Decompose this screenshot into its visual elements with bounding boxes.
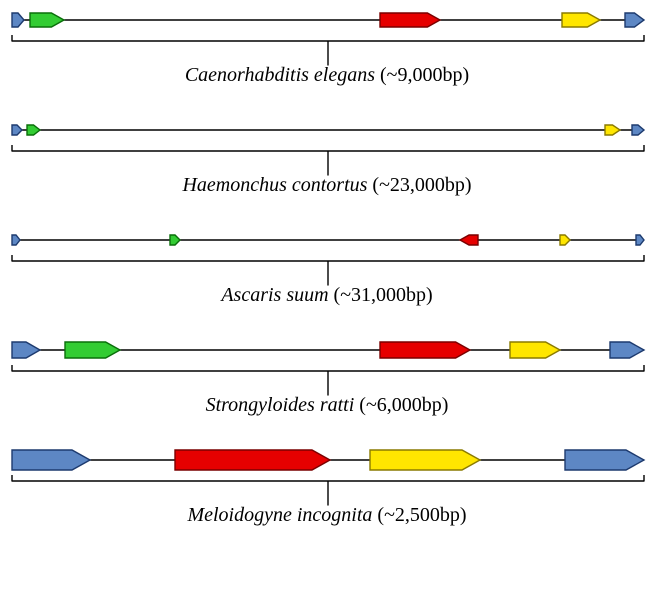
gene-arrow-asuum-1 (170, 235, 180, 245)
gene-arrow-sratti-3 (510, 342, 560, 358)
gene-arrow-asuum-2 (460, 235, 478, 245)
size-label: (~2,500bp) (372, 504, 466, 526)
species-name: Strongyloides ratti (206, 394, 355, 416)
bracket-sratti (12, 365, 644, 395)
species-name: Haemonchus contortus (182, 174, 367, 196)
gene-arrow-asuum-3 (560, 235, 570, 245)
gene-arrow-sratti-0 (12, 342, 40, 358)
gene-arrow-asuum-0 (12, 235, 20, 245)
size-label: (~31,000bp) (329, 284, 433, 306)
size-label: (~6,000bp) (354, 394, 448, 416)
gene-arrow-sratti-2 (380, 342, 470, 358)
gene-arrow-sratti-1 (65, 342, 120, 358)
gene-arrow-hcontortus-0 (12, 125, 22, 135)
size-label: (~9,000bp) (375, 64, 469, 86)
gene-arrow-hcontortus-3 (632, 125, 644, 135)
synteny-figure: Caenorhabditis elegans (~9,000bp) Haemonc… (0, 0, 654, 616)
size-label: (~23,000bp) (367, 174, 471, 196)
gene-arrow-mincognita-1 (175, 450, 330, 470)
track-label-mincognita: Meloidogyne incognita (~2,500bp) (0, 504, 654, 527)
gene-arrow-mincognita-3 (565, 450, 644, 470)
gene-arrow-hcontortus-2 (605, 125, 620, 135)
species-name: Caenorhabditis elegans (185, 64, 375, 86)
species-name: Meloidogyne incognita (187, 504, 372, 526)
gene-arrow-sratti-4 (610, 342, 644, 358)
gene-arrow-celegans-0 (12, 13, 24, 27)
gene-arrow-celegans-4 (625, 13, 644, 27)
gene-arrow-mincognita-2 (370, 450, 480, 470)
gene-arrow-asuum-4 (636, 235, 644, 245)
bracket-celegans (12, 35, 644, 65)
bracket-hcontortus (12, 145, 644, 175)
gene-arrow-mincognita-0 (12, 450, 90, 470)
bracket-asuum (12, 255, 644, 285)
gene-arrow-celegans-3 (562, 13, 600, 27)
track-label-celegans: Caenorhabditis elegans (~9,000bp) (0, 64, 654, 87)
track-label-hcontortus: Haemonchus contortus (~23,000bp) (0, 174, 654, 197)
bracket-mincognita (12, 475, 644, 505)
track-label-asuum: Ascaris suum (~31,000bp) (0, 284, 654, 307)
gene-arrow-hcontortus-1 (27, 125, 40, 135)
gene-arrow-celegans-2 (380, 13, 440, 27)
species-name: Ascaris suum (221, 284, 328, 306)
gene-arrow-celegans-1 (30, 13, 64, 27)
track-label-sratti: Strongyloides ratti (~6,000bp) (0, 394, 654, 417)
